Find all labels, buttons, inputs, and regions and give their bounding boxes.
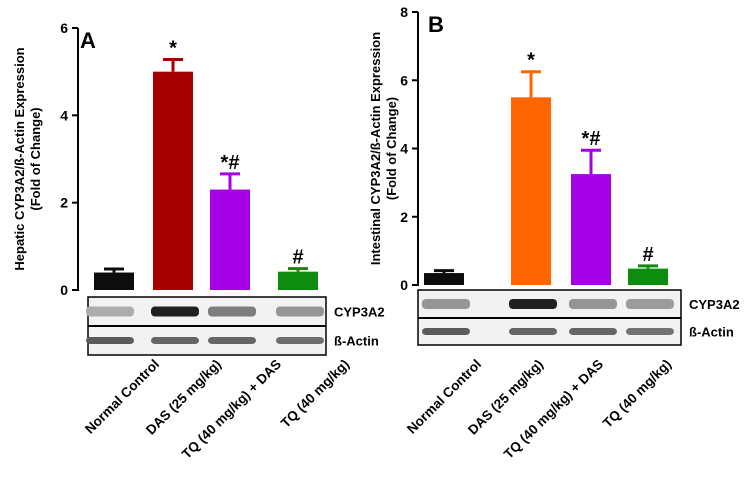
blot-band-cyp3a2-4 (276, 306, 324, 317)
significance-marker-4: # (292, 247, 303, 269)
bar-2 (153, 71, 193, 291)
y-axis-title-line-1: Hepatic CYP3A2/ß-Actin Expression (12, 47, 27, 270)
blot-label-cyp3a2: CYP3A2 (689, 297, 740, 312)
panel-letter: A (80, 28, 96, 53)
blot-band-cyp3a2-3 (208, 306, 256, 317)
y-tick-label: 0 (400, 277, 408, 293)
y-tick-label: 6 (60, 20, 68, 36)
blot-band-cyp3a2-2 (509, 299, 557, 309)
blot-band-actin-3 (208, 337, 256, 344)
panel-letter: B (428, 12, 444, 37)
x-category-label: TQ (40 mg/kg) (600, 357, 674, 431)
x-category-label: TQ (40 mg/kg) (278, 357, 352, 431)
y-tick-label: 4 (60, 107, 68, 123)
bar-1 (424, 273, 464, 285)
blot-band-actin-2 (509, 328, 557, 335)
blot-band-actin-4 (276, 337, 324, 344)
blot-band-cyp3a2-2 (151, 306, 199, 317)
blot-band-actin-2 (151, 337, 199, 344)
y-axis-title-line-2: (Fold of Change) (384, 97, 399, 200)
y-tick-label: 6 (400, 72, 408, 88)
significance-marker-2: * (169, 37, 177, 59)
y-tick-label: 4 (400, 141, 408, 157)
blot-label-cyp3a2: CYP3A2 (334, 305, 385, 320)
bar-4 (278, 271, 318, 290)
x-category-label: TQ (40 mg/kg) + DAS (179, 357, 284, 462)
blot-band-cyp3a2-4 (626, 299, 674, 309)
y-tick-label: 0 (60, 282, 68, 298)
bar-1 (94, 272, 134, 290)
blot-band-actin-1 (86, 337, 134, 344)
blot-band-cyp3a2-1 (422, 299, 470, 309)
bar-2 (511, 97, 551, 285)
blot-band-actin-3 (569, 328, 617, 335)
significance-marker-3: *# (221, 152, 240, 174)
blot-label-actin: ß-Actin (689, 325, 734, 340)
significance-marker-4: # (642, 244, 653, 266)
y-axis-title: Intestinal CYP3A2/ß-Actin Expression(Fol… (368, 32, 399, 265)
blot-band-cyp3a2-1 (86, 306, 134, 317)
x-category-label: TQ (40 mg/kg) + DAS (501, 357, 606, 462)
blot-band-actin-4 (626, 328, 674, 335)
bar-3 (571, 174, 611, 285)
blot-band-actin-1 (422, 328, 470, 335)
blot-label-actin: ß-Actin (334, 334, 379, 349)
y-tick-label: 2 (400, 209, 408, 225)
y-axis-title-line-2: (Fold of Change) (28, 107, 43, 210)
y-axis-title: Hepatic CYP3A2/ß-Actin Expression(Fold o… (12, 47, 43, 270)
significance-marker-2: * (527, 50, 535, 72)
y-tick-label: 2 (60, 195, 68, 211)
panel-b: B Intestinal CYP3A2/ß-Actin Expression(Fo… (368, 4, 740, 462)
bar-4 (628, 268, 668, 285)
y-tick-label: 8 (400, 4, 408, 20)
significance-marker-3: *# (582, 128, 601, 150)
y-axis-title-line-1: Intestinal CYP3A2/ß-Actin Expression (368, 32, 383, 265)
bar-3 (210, 189, 250, 290)
panel-a: A Hepatic CYP3A2/ß-Actin Expression(Fold … (12, 20, 385, 462)
blot-band-cyp3a2-3 (569, 299, 617, 309)
